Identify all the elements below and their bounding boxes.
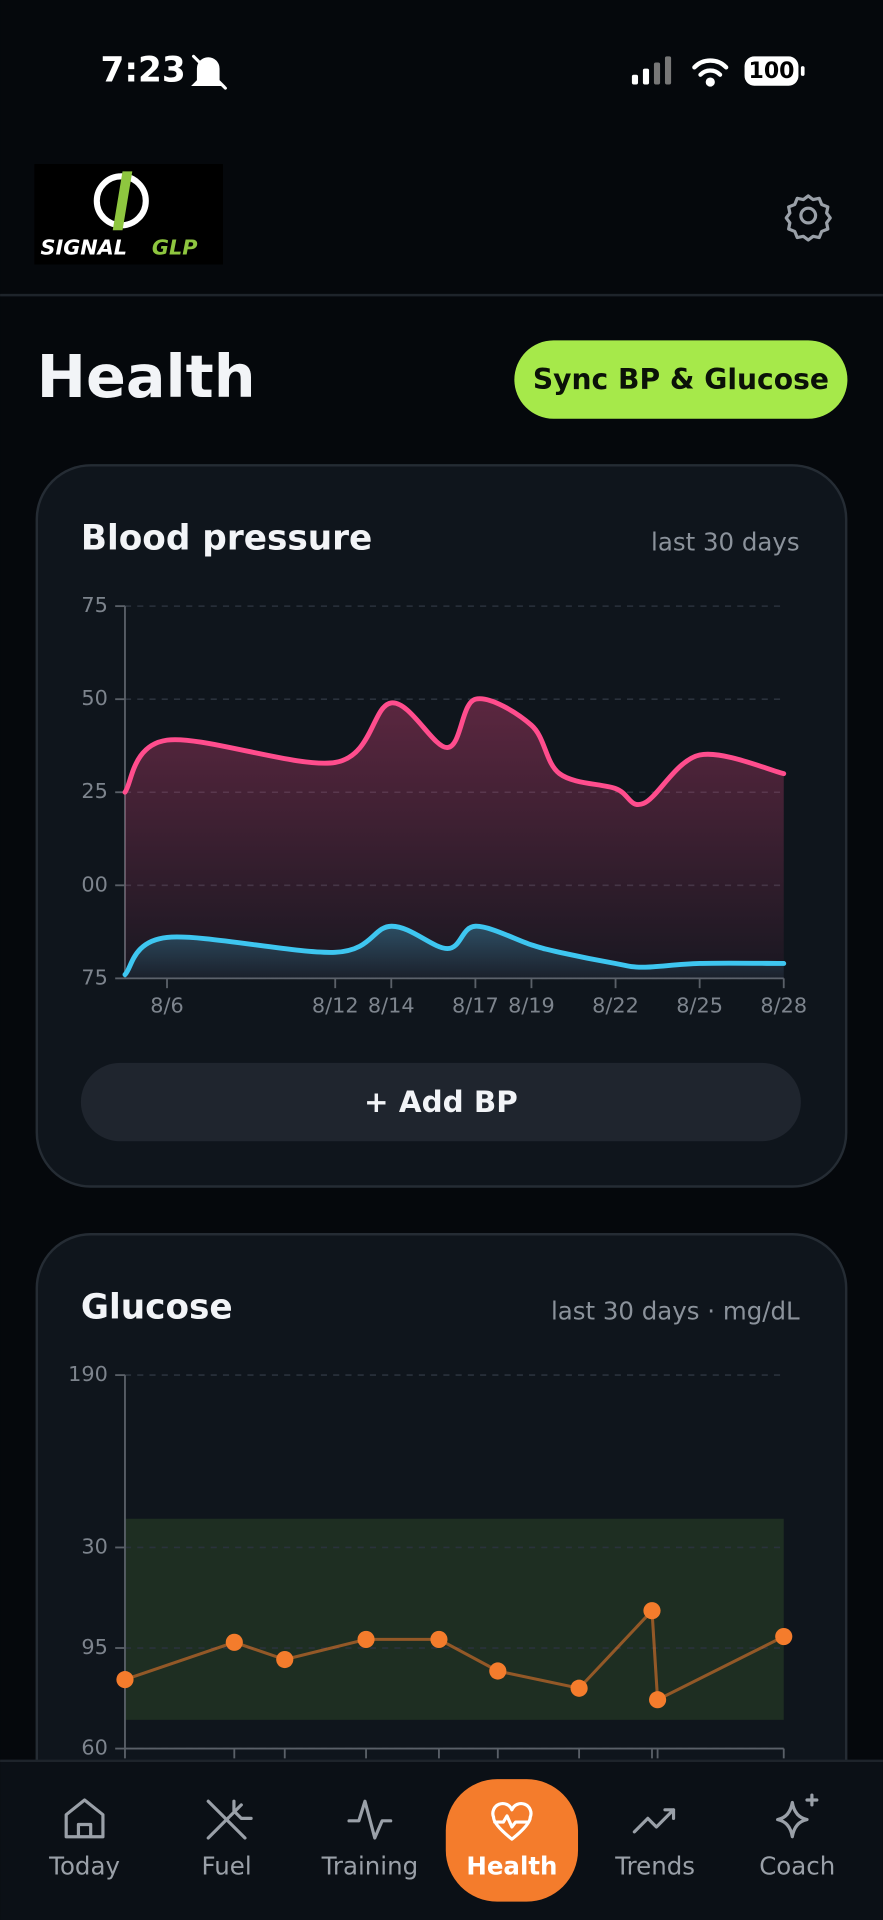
y-tick-label: 50 (81, 686, 107, 710)
target-range (124, 1518, 784, 1720)
x-tick-label: 8/12 (312, 994, 359, 1018)
point (570, 1679, 588, 1697)
tab-label[interactable]: Today (48, 1851, 120, 1880)
line (122, 923, 787, 978)
tab-label[interactable]: Coach (759, 1851, 835, 1880)
point (643, 1602, 661, 1620)
tab-label[interactable]: Health (466, 1851, 557, 1880)
card-title: Blood pressure (81, 519, 372, 559)
tab-items: Today Fuel Training Health Trends Coach (48, 1779, 835, 1902)
mute-icon (191, 54, 227, 90)
area (124, 698, 784, 979)
line (122, 696, 787, 808)
tab-label[interactable]: Training (321, 1851, 419, 1880)
tab-icon (776, 1793, 819, 1839)
point (775, 1627, 793, 1646)
point (649, 1691, 667, 1709)
settings-icon[interactable] (784, 194, 832, 242)
y-tick-label: 75 (81, 593, 107, 617)
point (430, 1630, 448, 1648)
signal-icon (631, 56, 672, 85)
x-tick-label: 8/22 (592, 994, 639, 1018)
x-tick-label: 8/6 (150, 994, 183, 1018)
tab-label[interactable]: Fuel (202, 1851, 252, 1880)
battery (744, 56, 799, 86)
card-subtitle: last 30 days (651, 528, 800, 557)
tab-bar (0, 1760, 883, 1920)
line (124, 1607, 785, 1703)
y-tick-label: 75 (81, 965, 107, 989)
y-tick-label: 190 (68, 1362, 108, 1386)
sync-button[interactable] (514, 340, 848, 419)
logo-text: SIGNAL (40, 236, 127, 260)
point (225, 1633, 243, 1651)
charts: Blood pressure last 30 days 75 50 25 00 75 8/6 8… (68, 519, 807, 1760)
point (276, 1650, 294, 1669)
y-tick-label: 00 (81, 872, 107, 896)
tab-label[interactable]: Trends (614, 1851, 695, 1880)
tab-icon (632, 1808, 676, 1834)
y-tick-label: 95 (81, 1635, 107, 1659)
add-bp-label: + Add BP (364, 1085, 518, 1119)
point (116, 1671, 134, 1689)
logo-text: GLP (152, 236, 198, 260)
battery-level: 100 (749, 59, 795, 84)
tab-icon (491, 1802, 533, 1841)
x-tick-label: 8/28 (760, 994, 807, 1018)
card-title: Glucose (81, 1287, 233, 1327)
x-tick-label: 8/17 (452, 994, 499, 1018)
x-tick-label: 8/25 (676, 994, 723, 1018)
battery-tip (800, 66, 805, 76)
logo-mark (112, 171, 133, 231)
point (489, 1662, 507, 1680)
x-tick-label: 8/19 (508, 994, 555, 1018)
tab-icon (347, 1799, 393, 1840)
time: 7:23 (100, 51, 185, 91)
tab-icon (64, 1798, 105, 1839)
y-tick-label: 60 (81, 1736, 107, 1760)
tab-icon (206, 1799, 253, 1840)
sync-button-label: Sync BP & Glucose (533, 363, 829, 396)
y-tick-label: 25 (81, 779, 107, 803)
point (357, 1630, 375, 1648)
wifi-icon (692, 58, 729, 87)
y-tick-label: 30 (81, 1534, 107, 1558)
x-tick-label: 8/14 (368, 994, 415, 1018)
card-subtitle: last 30 days · mg/dL (551, 1297, 800, 1326)
page-title: Health (37, 342, 256, 411)
add-bp-button[interactable] (80, 1062, 801, 1142)
